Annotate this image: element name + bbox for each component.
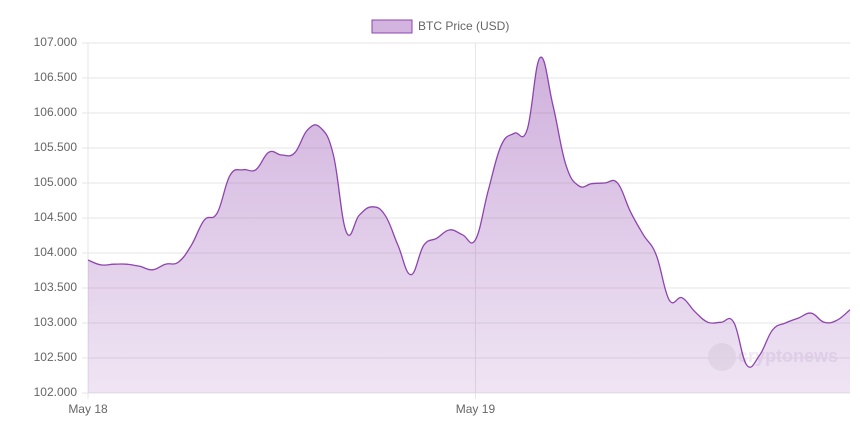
y-tick-label: 104.000	[34, 245, 78, 259]
y-tick-label: 103.500	[34, 280, 78, 294]
area-fill	[88, 57, 850, 393]
y-tick-label: 106.500	[34, 70, 78, 84]
y-tick-label: 102.500	[34, 350, 78, 364]
x-tick-label: May 19	[456, 402, 496, 416]
x-tick-label: May 18	[68, 402, 108, 416]
y-tick-label: 105.500	[34, 140, 78, 154]
legend-label: BTC Price (USD)	[418, 19, 509, 33]
y-tick-label: 107.000	[34, 35, 78, 49]
y-tick-label: 105.000	[34, 175, 78, 189]
y-tick-label: 104.500	[34, 210, 78, 224]
line	[87, 56, 851, 368]
legend-swatch	[371, 19, 413, 34]
y-tick-label: 106.000	[34, 105, 78, 119]
y-tick-label: 102.000	[34, 385, 78, 399]
y-tick-label: 103.000	[34, 315, 78, 329]
